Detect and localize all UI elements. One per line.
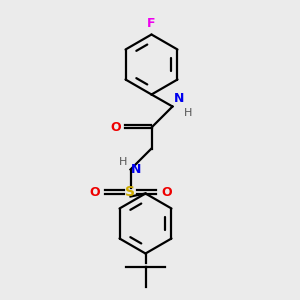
Text: H: H <box>119 157 128 167</box>
Text: H: H <box>184 108 192 118</box>
Text: O: O <box>89 185 100 199</box>
Text: S: S <box>125 185 136 199</box>
Text: F: F <box>147 17 156 30</box>
Text: O: O <box>110 121 121 134</box>
Text: N: N <box>174 92 184 105</box>
Text: N: N <box>130 163 141 176</box>
Text: O: O <box>161 185 172 199</box>
